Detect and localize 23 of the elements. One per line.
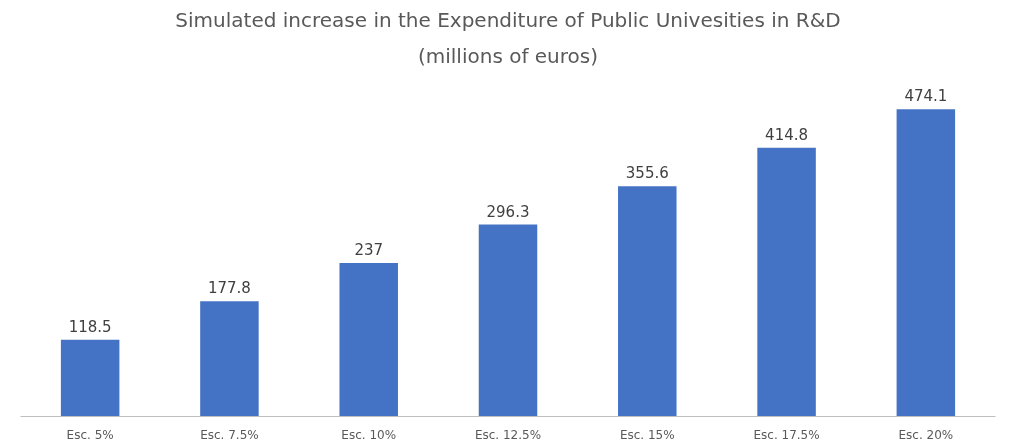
data-label: 118.5 [68,317,112,336]
x-tick-label: Esc. 20% [898,427,954,442]
bar [339,262,398,417]
x-tick-label: Esc. 12.5% [474,427,542,442]
x-tick-label: Esc. 17.5% [753,427,820,442]
bar [60,339,120,417]
chart-subtitle: (millions of euros) [417,43,599,68]
data-label: 296.3 [486,202,530,221]
data-label: 177.8 [207,279,251,298]
data-label: 237 [354,240,384,259]
x-tick-label: Esc. 7.5% [200,427,259,442]
x-tick-label: Esc. 5% [66,427,114,442]
data-label: 355.6 [625,164,669,183]
bar [478,224,538,417]
bar [757,147,816,417]
data-label: 414.8 [765,125,809,144]
bar [618,186,677,417]
data-label: 474.1 [904,87,948,106]
bar [896,109,956,417]
x-tick-label: Esc. 10% [341,427,397,442]
x-tick-label: Esc. 15% [619,427,675,442]
bar [200,301,259,417]
chart-title: Simulated increase in the Expenditure of Public Univesities in R&D [175,7,841,32]
